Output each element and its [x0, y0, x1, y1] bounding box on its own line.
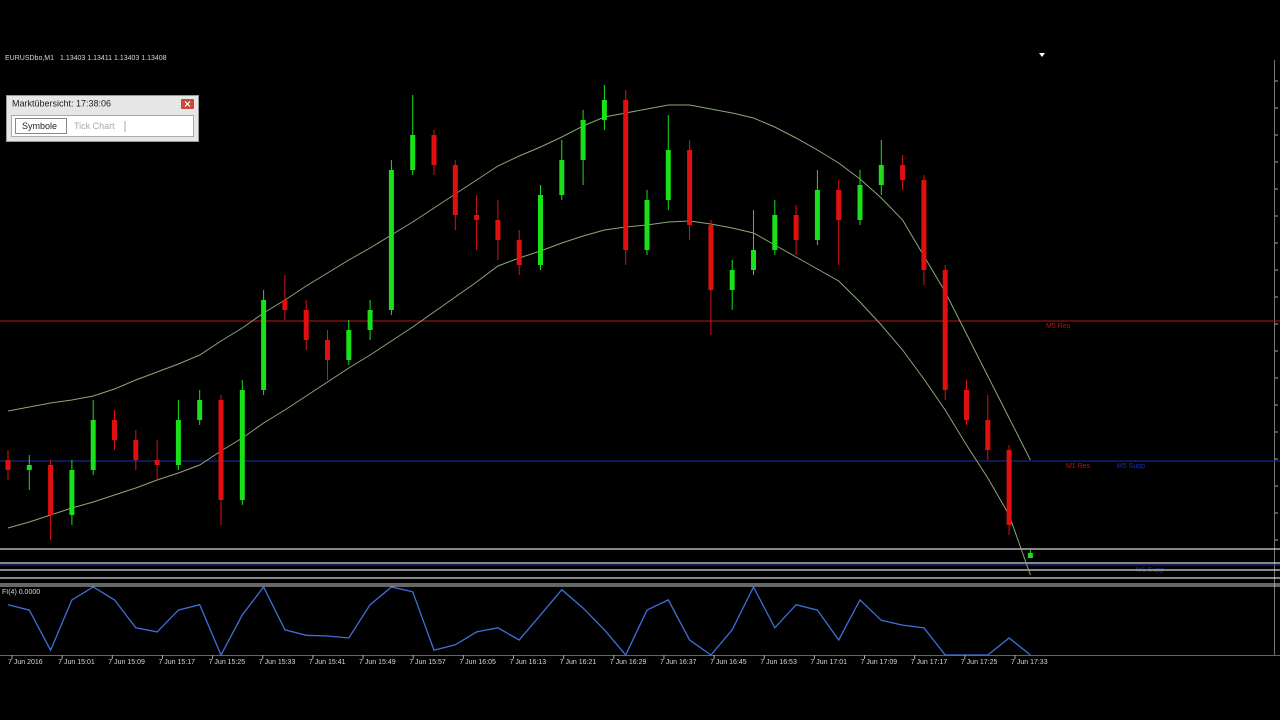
candle-body — [772, 215, 778, 250]
quote: 1.13403 1.13411 1.13403 1.13408 — [60, 55, 167, 62]
x-tick-label: 7 Jun 16:21 — [560, 659, 597, 666]
x-tick-label: 7 Jun 16:13 — [510, 659, 547, 666]
tab-label[interactable]: Symbole — [22, 121, 57, 131]
candle-body — [601, 100, 607, 120]
level-label: M1 Res — [1066, 463, 1091, 470]
candle-body — [942, 270, 948, 390]
x-tick-label: 7 Jun 17:09 — [861, 659, 898, 666]
candle-body — [90, 420, 96, 470]
x-tick-label: 7 Jun 15:57 — [409, 659, 446, 666]
candle-body — [516, 240, 522, 265]
candle-body — [388, 170, 394, 310]
x-tick-label: 7 Jun 16:45 — [710, 659, 747, 666]
tab-symbole[interactable] — [15, 118, 67, 134]
x-tick-label: 7 Jun 16:29 — [610, 659, 647, 666]
candle-body — [154, 460, 160, 465]
x-tick-label: 7 Jun 2016 — [8, 659, 43, 666]
x-tick-label: 7 Jun 17:17 — [911, 659, 948, 666]
candle-body — [964, 390, 969, 420]
level-label: M5 Res — [1046, 323, 1071, 330]
candle-body — [985, 420, 991, 450]
candle-body — [793, 215, 799, 240]
candle-body — [538, 195, 543, 265]
x-tick-label: 7 Jun 16:37 — [660, 659, 697, 666]
market-watch-window: Marktübersicht: 17:38:06 Symbole Tick Ch… — [6, 95, 199, 142]
candle-body — [857, 185, 863, 220]
x-tick-label: 7 Jun 15:09 — [108, 659, 145, 666]
x-tick-label: 7 Jun 15:41 — [309, 659, 346, 666]
candle-body — [708, 225, 714, 290]
x-tick-label: 7 Jun 16:05 — [459, 659, 496, 666]
candle-body — [112, 420, 117, 440]
candle-body — [687, 150, 693, 225]
candle-body — [751, 250, 756, 270]
x-tick-label: 7 Jun 15:17 — [158, 659, 195, 666]
candle-body — [48, 465, 54, 515]
candle-body — [303, 310, 309, 340]
candle-body — [410, 135, 416, 170]
candle-body — [367, 310, 373, 330]
level-label: M5 Supp — [1117, 463, 1145, 470]
indicator-label: FI(4) 0.0000 — [2, 589, 40, 596]
candle-body — [431, 135, 437, 165]
candle-body — [900, 165, 906, 180]
symbol: EURUSDbo,M1 — [5, 55, 54, 62]
candle-body — [133, 440, 139, 460]
tab-label[interactable]: Tick Chart — [74, 121, 115, 131]
candle-body — [665, 150, 671, 200]
candle-body — [261, 300, 267, 390]
candle-body — [644, 200, 650, 250]
candle-body — [814, 190, 820, 240]
candle-body — [1027, 553, 1033, 558]
x-tick-label: 7 Jun 16:53 — [760, 659, 797, 666]
x-tick-label: 7 Jun 17:33 — [1011, 659, 1048, 666]
x-tick-label: 7 Jun 15:49 — [359, 659, 396, 666]
candle-body — [836, 190, 842, 220]
candle-body — [239, 390, 245, 500]
x-tick-label: 7 Jun 15:25 — [209, 659, 246, 666]
candle-body — [474, 215, 480, 220]
close-icon — [184, 101, 191, 107]
shift-arrow[interactable] — [1039, 53, 1045, 57]
candle-body — [580, 120, 586, 160]
candle-body — [218, 400, 224, 500]
candle-body — [5, 460, 11, 470]
candle-body — [729, 270, 735, 290]
candle-body — [69, 470, 75, 515]
candle-body — [325, 340, 330, 360]
x-tick-label: 7 Jun 17:25 — [961, 659, 998, 666]
candle-body — [559, 160, 565, 195]
candle-body — [26, 465, 32, 470]
indicator-line — [7, 585, 1031, 657]
candle-body — [1006, 450, 1012, 525]
candle-body — [921, 180, 927, 270]
x-tick-label: 7 Jun 17:01 — [810, 659, 847, 666]
candle-body — [175, 420, 181, 465]
window-title: Marktübersicht: 17:38:06 — [12, 98, 111, 108]
candle-body — [197, 400, 203, 420]
candle-body — [346, 330, 352, 360]
candle-body — [282, 300, 288, 310]
x-tick-label: 7 Jun 15:01 — [58, 659, 95, 666]
candle-body — [495, 220, 501, 240]
x-tick-label: 7 Jun 15:33 — [259, 659, 296, 666]
candle-body — [878, 165, 884, 185]
candle-body — [623, 100, 629, 250]
candle-body — [452, 165, 458, 215]
